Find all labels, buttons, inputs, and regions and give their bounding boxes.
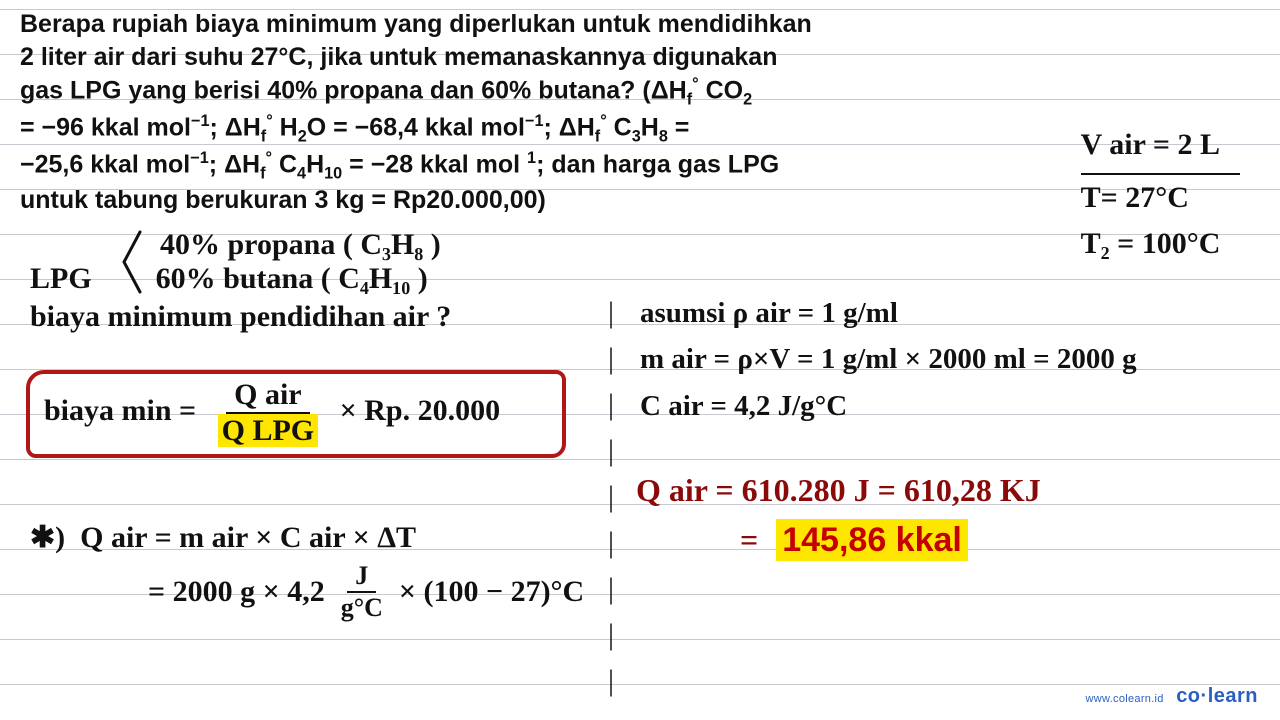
assumption-c: C air = 4,2 J/g°C — [640, 383, 1137, 429]
qair-joules: Q air = 610.280 J = 610,28 KJ — [636, 472, 1041, 509]
qair-result: Q air = 610.280 J = 610,28 KJ = 145,86 k… — [636, 472, 1041, 560]
problem-line-6: untuk tabung berukuran 3 kg = Rp20.000,0… — [20, 184, 980, 217]
qair-sub-b: × (100 − 27)°C — [399, 575, 584, 609]
problem-line-4: = −96 kkal mol−1; ΔHf° H2O = −68,4 kkal … — [20, 111, 980, 148]
formula-lhs: biaya min = — [44, 394, 196, 427]
qair-eq: = — [740, 522, 758, 558]
qair-frac-den: g°C — [333, 593, 391, 621]
brand-url: www.colearn.id — [1086, 693, 1164, 705]
brand-footer: www.colearn.id co·learn — [1086, 685, 1258, 708]
problem-line-1: Berapa rupiah biaya minimum yang diperlu… — [20, 8, 980, 41]
given-t2: T₂ = 100°C — [1081, 221, 1240, 268]
problem-line-3: gas LPG yang berisi 40% propana dan 60% … — [20, 74, 980, 111]
lpg-question: biaya minimum pendidihan air ? — [30, 300, 451, 334]
problem-line-2: 2 liter air dari suhu 27°C, jika untuk m… — [20, 41, 980, 74]
brace-icon — [110, 230, 154, 294]
qair-sub-a: = 2000 g × 4,2 — [148, 575, 325, 609]
lpg-butana: 60% butana ( C₄H₁₀ ) — [156, 262, 428, 296]
qair-kkal: 145,86 kkal — [776, 519, 968, 561]
problem-statement: Berapa rupiah biaya minimum yang diperlu… — [20, 8, 980, 217]
lpg-block: 40% propana ( C₃H₈ ) LPG 60% butana ( C₄… — [30, 228, 451, 334]
separator-dashes: ||||||||| — [608, 290, 614, 704]
formula-den: Q LPG — [210, 414, 327, 446]
page-content: Berapa rupiah biaya minimum yang diperlu… — [0, 0, 1280, 720]
formula-box: biaya min = Q air Q LPG × Rp. 20.000 — [26, 370, 566, 458]
given-t1: T= 27°C — [1081, 175, 1240, 222]
given-values: V air = 2 L T= 27°C T₂ = 100°C — [1081, 122, 1240, 268]
assumption-block: asumsi ρ air = 1 g/ml m air = ρ×V = 1 g/… — [640, 290, 1137, 429]
lpg-label: LPG — [30, 262, 92, 296]
assumption-rho: asumsi ρ air = 1 g/ml — [640, 290, 1137, 336]
assumption-mass: m air = ρ×V = 1 g/ml × 2000 ml = 2000 g — [640, 336, 1137, 382]
lpg-propana: 40% propana ( C₃H₈ ) — [160, 228, 451, 262]
qair-formula: Q air = m air × C air × ΔT — [80, 521, 416, 554]
formula-num: Q air — [226, 380, 310, 414]
brand-logo: co·learn — [1176, 685, 1258, 707]
qair-star: ✱) — [30, 521, 65, 554]
given-vair: V air = 2 L — [1081, 122, 1240, 175]
problem-line-5: −25,6 kkal mol−1; ΔHf° C4H10 = −28 kkal … — [20, 148, 980, 185]
qair-frac-num: J — [347, 563, 376, 593]
qair-calc: ✱) Q air = m air × C air × ΔT = 2000 g ×… — [30, 520, 584, 621]
formula-rhs: × Rp. 20.000 — [340, 394, 500, 427]
